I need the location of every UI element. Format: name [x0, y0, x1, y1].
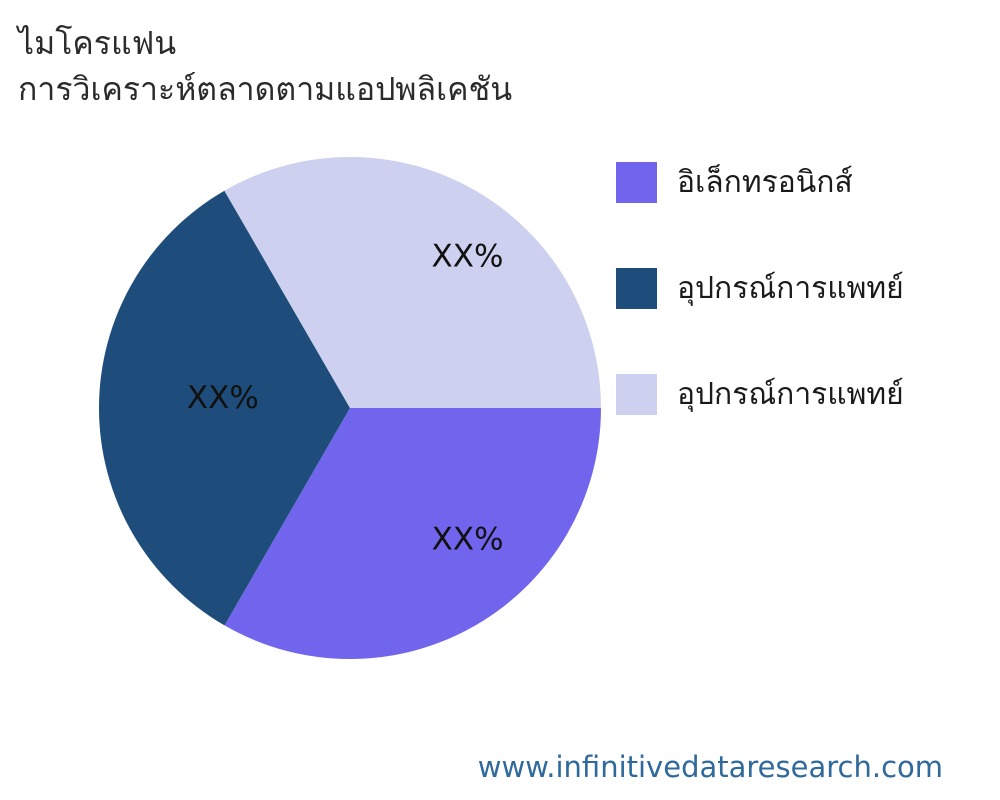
- pie-pct-label-2: XX%: [432, 239, 504, 275]
- pie-pct-label-0: XX%: [432, 521, 504, 557]
- website-link[interactable]: www.infinitivedataresearch.com: [477, 750, 943, 784]
- chart-subtitle: การวิเคราะห์ตลาดตามแอปพลิเคชัน: [18, 70, 513, 108]
- legend-item: อุปกรณ์การแพทย์: [616, 265, 904, 312]
- legend-item: อิเล็กทรอนิกส์: [616, 159, 904, 206]
- pie-slice-0: [224, 408, 601, 660]
- legend-item: อุปกรณ์การแพทย์: [616, 371, 904, 418]
- legend-swatch-medical-devices: [616, 268, 657, 309]
- chart-title: ไมโครแฟน: [18, 24, 177, 62]
- chart-title-block: ไมโครแฟน การวิเคราะห์ตลาดตามแอปพลิเคชัน: [18, 20, 512, 112]
- pie-slice-1: [98, 190, 351, 626]
- pie-pct-label-1: XX%: [187, 380, 259, 416]
- pie-slice-2: [224, 157, 601, 408]
- legend-label: อุปกรณ์การแพทย์: [677, 271, 904, 306]
- legend-label: อุปกรณ์การแพทย์: [677, 377, 904, 412]
- legend-swatch-electronics: [616, 162, 657, 203]
- legend-label: อิเล็กทรอนิกส์: [677, 165, 853, 200]
- legend-swatch-medical-devices-2: [616, 374, 657, 415]
- legend: อิเล็กทรอนิกส์ อุปกรณ์การแพทย์ อุปกรณ์กา…: [616, 159, 904, 477]
